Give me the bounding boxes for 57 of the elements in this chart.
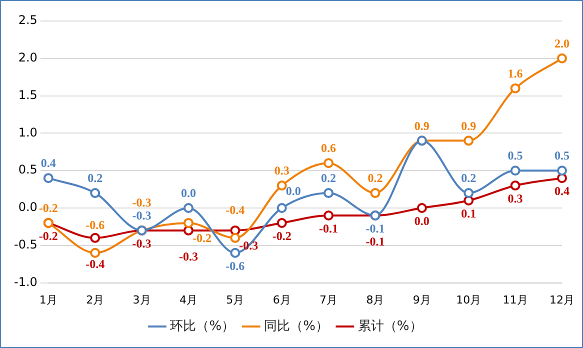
data-label: 2.0 — [554, 36, 570, 50]
data-label: -0.2 — [38, 229, 58, 244]
data-label: 0.2 — [461, 171, 476, 186]
data-label: 0.4 — [40, 156, 56, 170]
x-tick-label: 9月 — [412, 293, 431, 306]
data-label: 0.5 — [554, 148, 570, 163]
data-label: -0.4 — [86, 257, 105, 272]
data-label: 0.6 — [321, 141, 336, 156]
y-tick-label: -0.5 — [14, 238, 38, 252]
y-tick-label: 1.0 — [18, 125, 38, 140]
data-label: 0.1 — [461, 206, 476, 221]
data-label: -0.1 — [366, 234, 385, 249]
x-tick-label: 5月 — [226, 293, 244, 306]
data-label: 1.6 — [508, 66, 523, 80]
y-tick-label: 1.5 — [18, 88, 38, 102]
data-label: -0.3 — [178, 250, 198, 264]
data-label: -0.3 — [132, 208, 152, 223]
data-label: -0.2 — [38, 201, 58, 216]
data-label: 0.3 — [274, 164, 290, 178]
data-label: -0.1 — [366, 222, 385, 236]
x-tick-label: 4月 — [179, 293, 198, 306]
data-label: -0.3 — [132, 196, 152, 210]
y-tick-label: -1.0 — [14, 274, 38, 289]
x-tick-label: 1月 — [39, 293, 58, 306]
data-label: 0.2 — [321, 171, 336, 186]
x-tick-label: 3月 — [132, 293, 151, 306]
x-tick-label: 12月 — [550, 293, 574, 306]
y-tick-label: 0.5 — [18, 162, 38, 177]
legend-label: 环比（%） — [170, 318, 235, 334]
data-label: 0.4 — [554, 184, 570, 198]
data-label: 0.2 — [368, 171, 383, 186]
x-tick-label: 2月 — [86, 293, 104, 306]
data-label: 0.3 — [508, 192, 523, 206]
legend-label: 累计（%） — [358, 318, 422, 334]
x-tick-label: 10月 — [456, 293, 482, 306]
data-label: -0.1 — [319, 222, 338, 236]
x-tick-label: 11月 — [502, 293, 528, 306]
x-tick-label: 6月 — [272, 293, 291, 306]
data-label: 0.0 — [286, 184, 301, 198]
data-label: 0.5 — [508, 148, 523, 163]
data-label: 0.2 — [88, 171, 103, 186]
data-label: 0.9 — [461, 118, 476, 133]
data-label: -0.3 — [132, 236, 152, 251]
data-label: 0.9 — [414, 118, 430, 133]
data-label: -0.6 — [226, 258, 245, 273]
y-tick-label: 2.5 — [18, 13, 38, 28]
data-label: -0.6 — [86, 218, 105, 232]
x-tick-label: 8月 — [366, 293, 384, 306]
data-label: 0.0 — [180, 186, 196, 200]
data-label: -0.2 — [272, 229, 292, 244]
data-label: -0.2 — [192, 231, 212, 246]
x-tick-label: 7月 — [320, 293, 338, 306]
y-tick-label: 2.0 — [18, 50, 38, 65]
data-label: 0.0 — [414, 214, 430, 228]
y-tick-label: 0.0 — [18, 200, 38, 214]
legend-label: 同比（%） — [264, 318, 328, 334]
data-label: -0.4 — [226, 203, 245, 218]
